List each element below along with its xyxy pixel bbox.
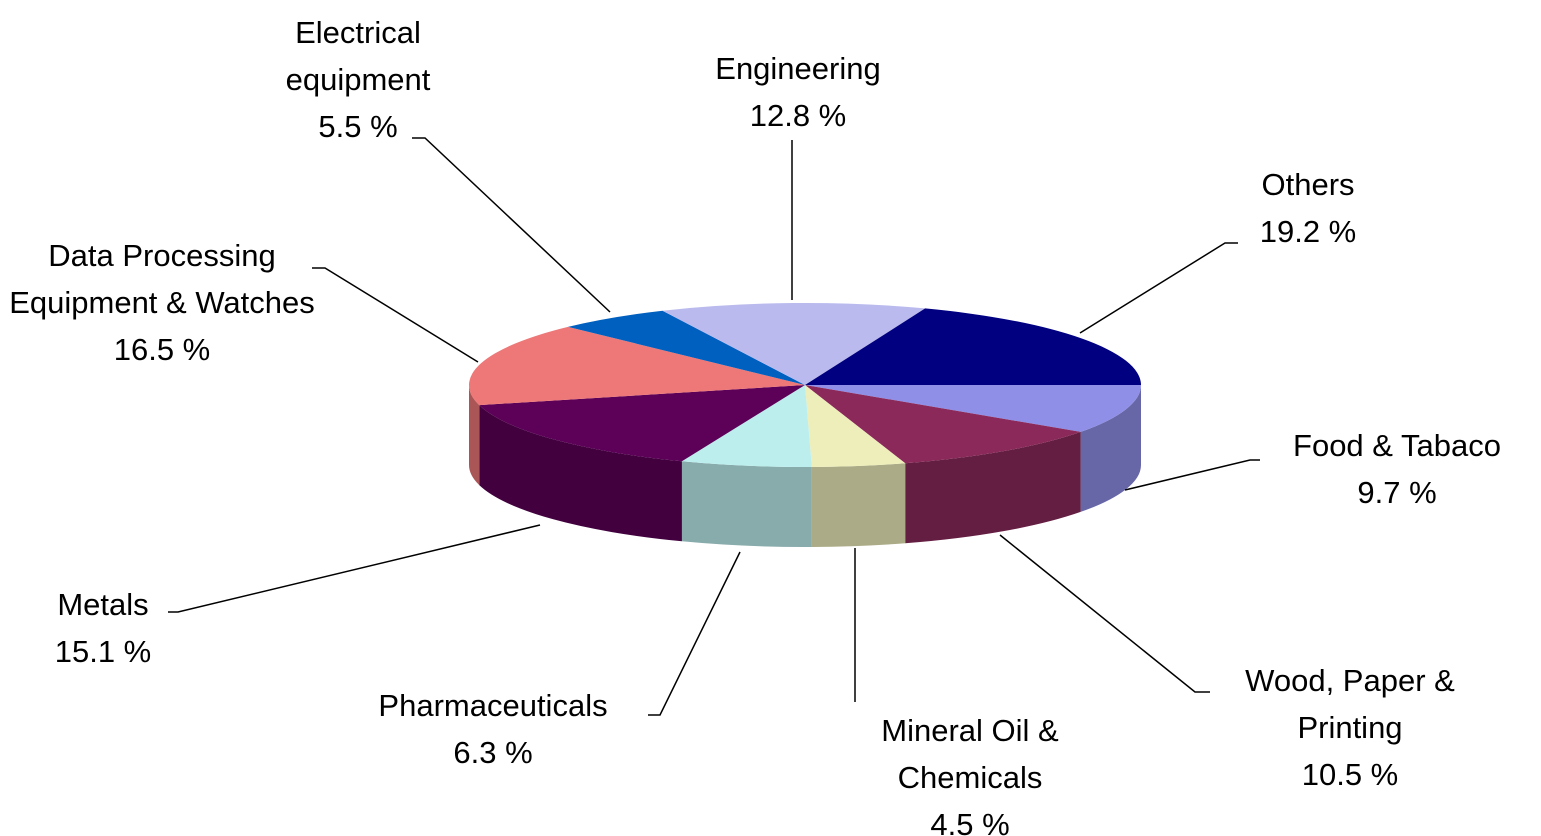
slice-label: Food & Tabaco 9.7 % xyxy=(1252,422,1541,516)
slice-side xyxy=(469,385,480,486)
category-label: Food & Tabaco xyxy=(1293,428,1501,463)
value-label: 19.2 % xyxy=(1259,214,1357,249)
leader-line xyxy=(168,524,541,613)
category-label: Engineering xyxy=(715,51,881,86)
value-label: 12.8 % xyxy=(749,98,847,133)
leader-line xyxy=(999,534,1210,693)
category-label: Electrical equipment xyxy=(285,15,431,97)
slice-side xyxy=(1080,385,1141,512)
slice-label: Others 19.2 % xyxy=(1188,161,1428,255)
slice xyxy=(681,385,812,467)
slice xyxy=(805,308,1141,385)
category-label: Metals xyxy=(57,587,149,622)
category-label: Others xyxy=(1261,167,1355,202)
leader-line xyxy=(312,267,479,363)
value-label: 4.5 % xyxy=(930,807,1010,836)
slice-label: Wood, Paper & Printing 10.5 % xyxy=(1205,657,1495,798)
slice-label: Mineral Oil & Chemicals 4.5 % xyxy=(850,707,1090,836)
leader-line xyxy=(412,137,611,313)
value-label: 5.5 % xyxy=(318,109,398,144)
slice-side xyxy=(811,463,906,547)
value-label: 6.3 % xyxy=(453,735,533,770)
slice-label: Data Processing Equipment & Watches 16.5 … xyxy=(9,232,315,373)
value-label: 15.1 % xyxy=(54,634,152,669)
value-label: 9.7 % xyxy=(1357,475,1437,510)
slice xyxy=(567,310,805,385)
slice-side xyxy=(479,405,682,542)
slice-label: Engineering 12.8 % xyxy=(658,45,938,139)
leader-line xyxy=(1079,242,1238,334)
value-label: 16.5 % xyxy=(113,332,211,367)
slice-side xyxy=(681,461,812,547)
slice xyxy=(805,385,906,467)
value-label: 10.5 % xyxy=(1301,757,1399,792)
slice xyxy=(479,385,805,462)
leader-line xyxy=(648,551,741,716)
slice-side xyxy=(905,431,1081,544)
category-label: Pharmaceuticals xyxy=(378,688,608,723)
category-label: Wood, Paper & Printing xyxy=(1245,663,1455,745)
slice xyxy=(662,303,926,385)
slice-label: Pharmaceuticals 6.3 % xyxy=(333,682,653,776)
slice-label: Electrical equipment 5.5 % xyxy=(258,9,458,150)
category-label: Mineral Oil & Chemicals xyxy=(881,713,1059,795)
category-label: Data Processing Equipment & Watches xyxy=(9,238,315,320)
slice xyxy=(469,326,805,406)
leader-line xyxy=(1124,459,1260,491)
slice xyxy=(805,385,1081,464)
slice-label: Metals 15.1 % xyxy=(3,581,203,675)
slice xyxy=(805,385,1141,432)
